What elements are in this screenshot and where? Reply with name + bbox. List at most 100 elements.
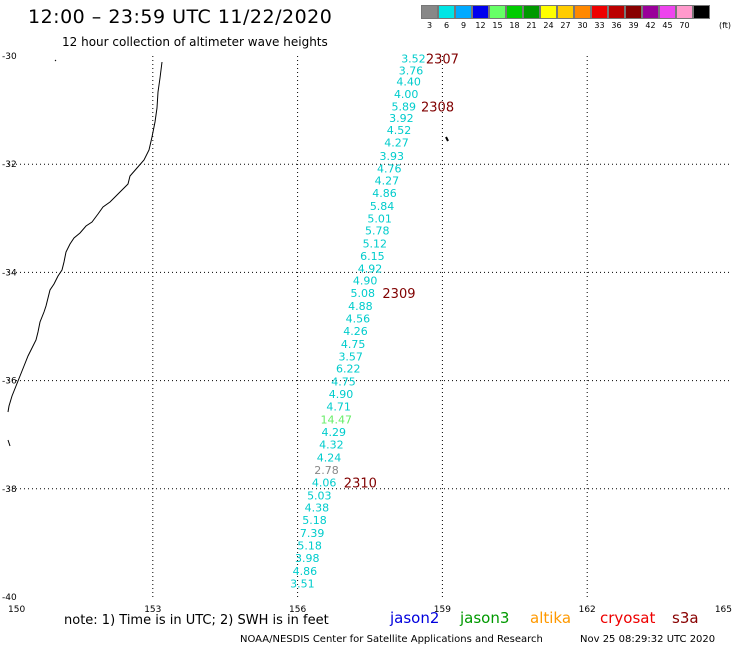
legend-bin: 9 [455,5,472,30]
legend-swatch [472,5,489,19]
swh-observation: 4.27 [384,137,409,150]
legend-bin: 6 [438,5,455,30]
swh-observation: 4.76 [377,163,402,176]
legend-bin: 18 [506,5,523,30]
legend-bin: 27 [557,5,574,30]
y-tick-label: -30 [2,52,17,62]
legend-label: 12 [475,21,486,30]
swh-observation: 3.92 [389,112,414,125]
pass-time-label: 2308 [421,100,454,115]
legend-label: 27 [560,21,571,30]
color-legend: 3 6 9 12 15 18 21 24 27 30 33 36 39 42 45 70 [421,5,710,30]
satellite-jason3: jason3 [460,609,510,627]
legend-bin: 45 [659,5,676,30]
satellite-jason2: jason2 [390,609,440,627]
legend-label: 39 [628,21,639,30]
swh-observation: 3.93 [379,150,404,163]
legend-bin: 12 [472,5,489,30]
x-tick-label: 159 [434,605,451,615]
swh-observation: 4.27 [375,174,400,187]
swh-observation: 5.78 [365,225,390,238]
swh-observation: 4.40 [396,75,421,88]
x-tick-label: 156 [289,605,306,615]
swh-observation: 6.22 [336,363,361,376]
legend-bin: 21 [523,5,540,30]
legend-swatch [421,5,438,19]
legend-bin: 39 [625,5,642,30]
y-tick-label: -40 [2,593,17,603]
swh-observation: 3.51 [290,577,315,590]
swh-observation: 4.32 [319,438,344,451]
swh-observation: 4.71 [326,401,351,414]
swh-observation: 3.98 [295,552,320,565]
y-tick-label: -34 [2,268,17,278]
legend-unit: (ft) [719,21,732,30]
swh-observation: 2.78 [314,464,339,477]
legend-label: 15 [492,21,503,30]
island-mark [445,136,449,142]
legend-label: 18 [509,21,520,30]
legend-swatch [659,5,676,19]
x-tick-label: 153 [144,605,161,615]
legend-bin: 30 [574,5,591,30]
swh-observation: 4.29 [322,426,347,439]
swh-observation: 3.57 [338,350,363,363]
swh-observation: 4.75 [331,376,356,389]
legend-label: 3 [426,21,433,30]
swh-observation: 5.89 [392,100,417,113]
swh-observation: 5.18 [302,514,327,527]
legend-bin: 42 [642,5,659,30]
swh-observation: 5.12 [363,238,388,251]
legend-swatch [625,5,642,19]
legend-label: 21 [526,21,537,30]
legend-bin: 36 [608,5,625,30]
legend-label: 6 [443,21,450,30]
swh-observation: 4.88 [348,300,373,313]
legend-bin [693,5,710,30]
legend-label: 9 [460,21,467,30]
swh-observation: 4.38 [305,502,330,515]
legend-bin: 15 [489,5,506,30]
legend-swatch [506,5,523,19]
legend-swatch [574,5,591,19]
legend-swatch [676,5,693,19]
legend-swatch [693,5,710,19]
map-title: 12:00 – 23:59 UTC 11/22/2020 [28,6,333,28]
footer-note: note: 1) Time is in UTC; 2) SWH is in fe… [64,613,329,628]
swh-observation: 4.26 [343,325,368,338]
legend-swatch [540,5,557,19]
legend-swatch [642,5,659,19]
swh-observation: 5.01 [367,212,392,225]
swh-observation: 3.76 [399,65,424,78]
footer-credit: NOAA/NESDIS Center for Satellite Applica… [240,634,543,645]
swh-observation: 7.39 [300,527,325,540]
island-mark [7,439,11,447]
swh-observation: 4.06 [312,476,337,489]
map-subtitle: 12 hour collection of altimeter wave hei… [62,35,328,49]
swh-observation: 4.86 [293,565,318,578]
legend-swatch [591,5,608,19]
swh-observation: 14.47 [320,414,352,427]
legend-label: 36 [611,21,622,30]
satellite-altika: altika [530,609,572,627]
swh-observation: 4.92 [358,263,383,276]
swh-observation: 4.24 [317,451,342,464]
y-tick-label: -38 [2,485,17,495]
swh-observation: 4.56 [346,312,371,325]
legend-label: 45 [662,21,673,30]
legend-bin: 33 [591,5,608,30]
pass-time-label: 2307 [426,53,459,68]
legend-bin: 70 [676,5,693,30]
legend-swatch [489,5,506,19]
pass-time-label: 2310 [344,476,377,491]
swh-observation: 5.18 [297,540,322,553]
legend-label: 33 [594,21,605,30]
legend-swatch [557,5,574,19]
satellite-cryosat: cryosat [600,609,656,627]
pass-time-label: 2309 [382,287,415,302]
island-mark [54,59,57,62]
swh-observation: 5.08 [351,287,376,300]
x-tick-label: 162 [579,605,596,615]
swh-observation: 4.75 [341,338,366,351]
